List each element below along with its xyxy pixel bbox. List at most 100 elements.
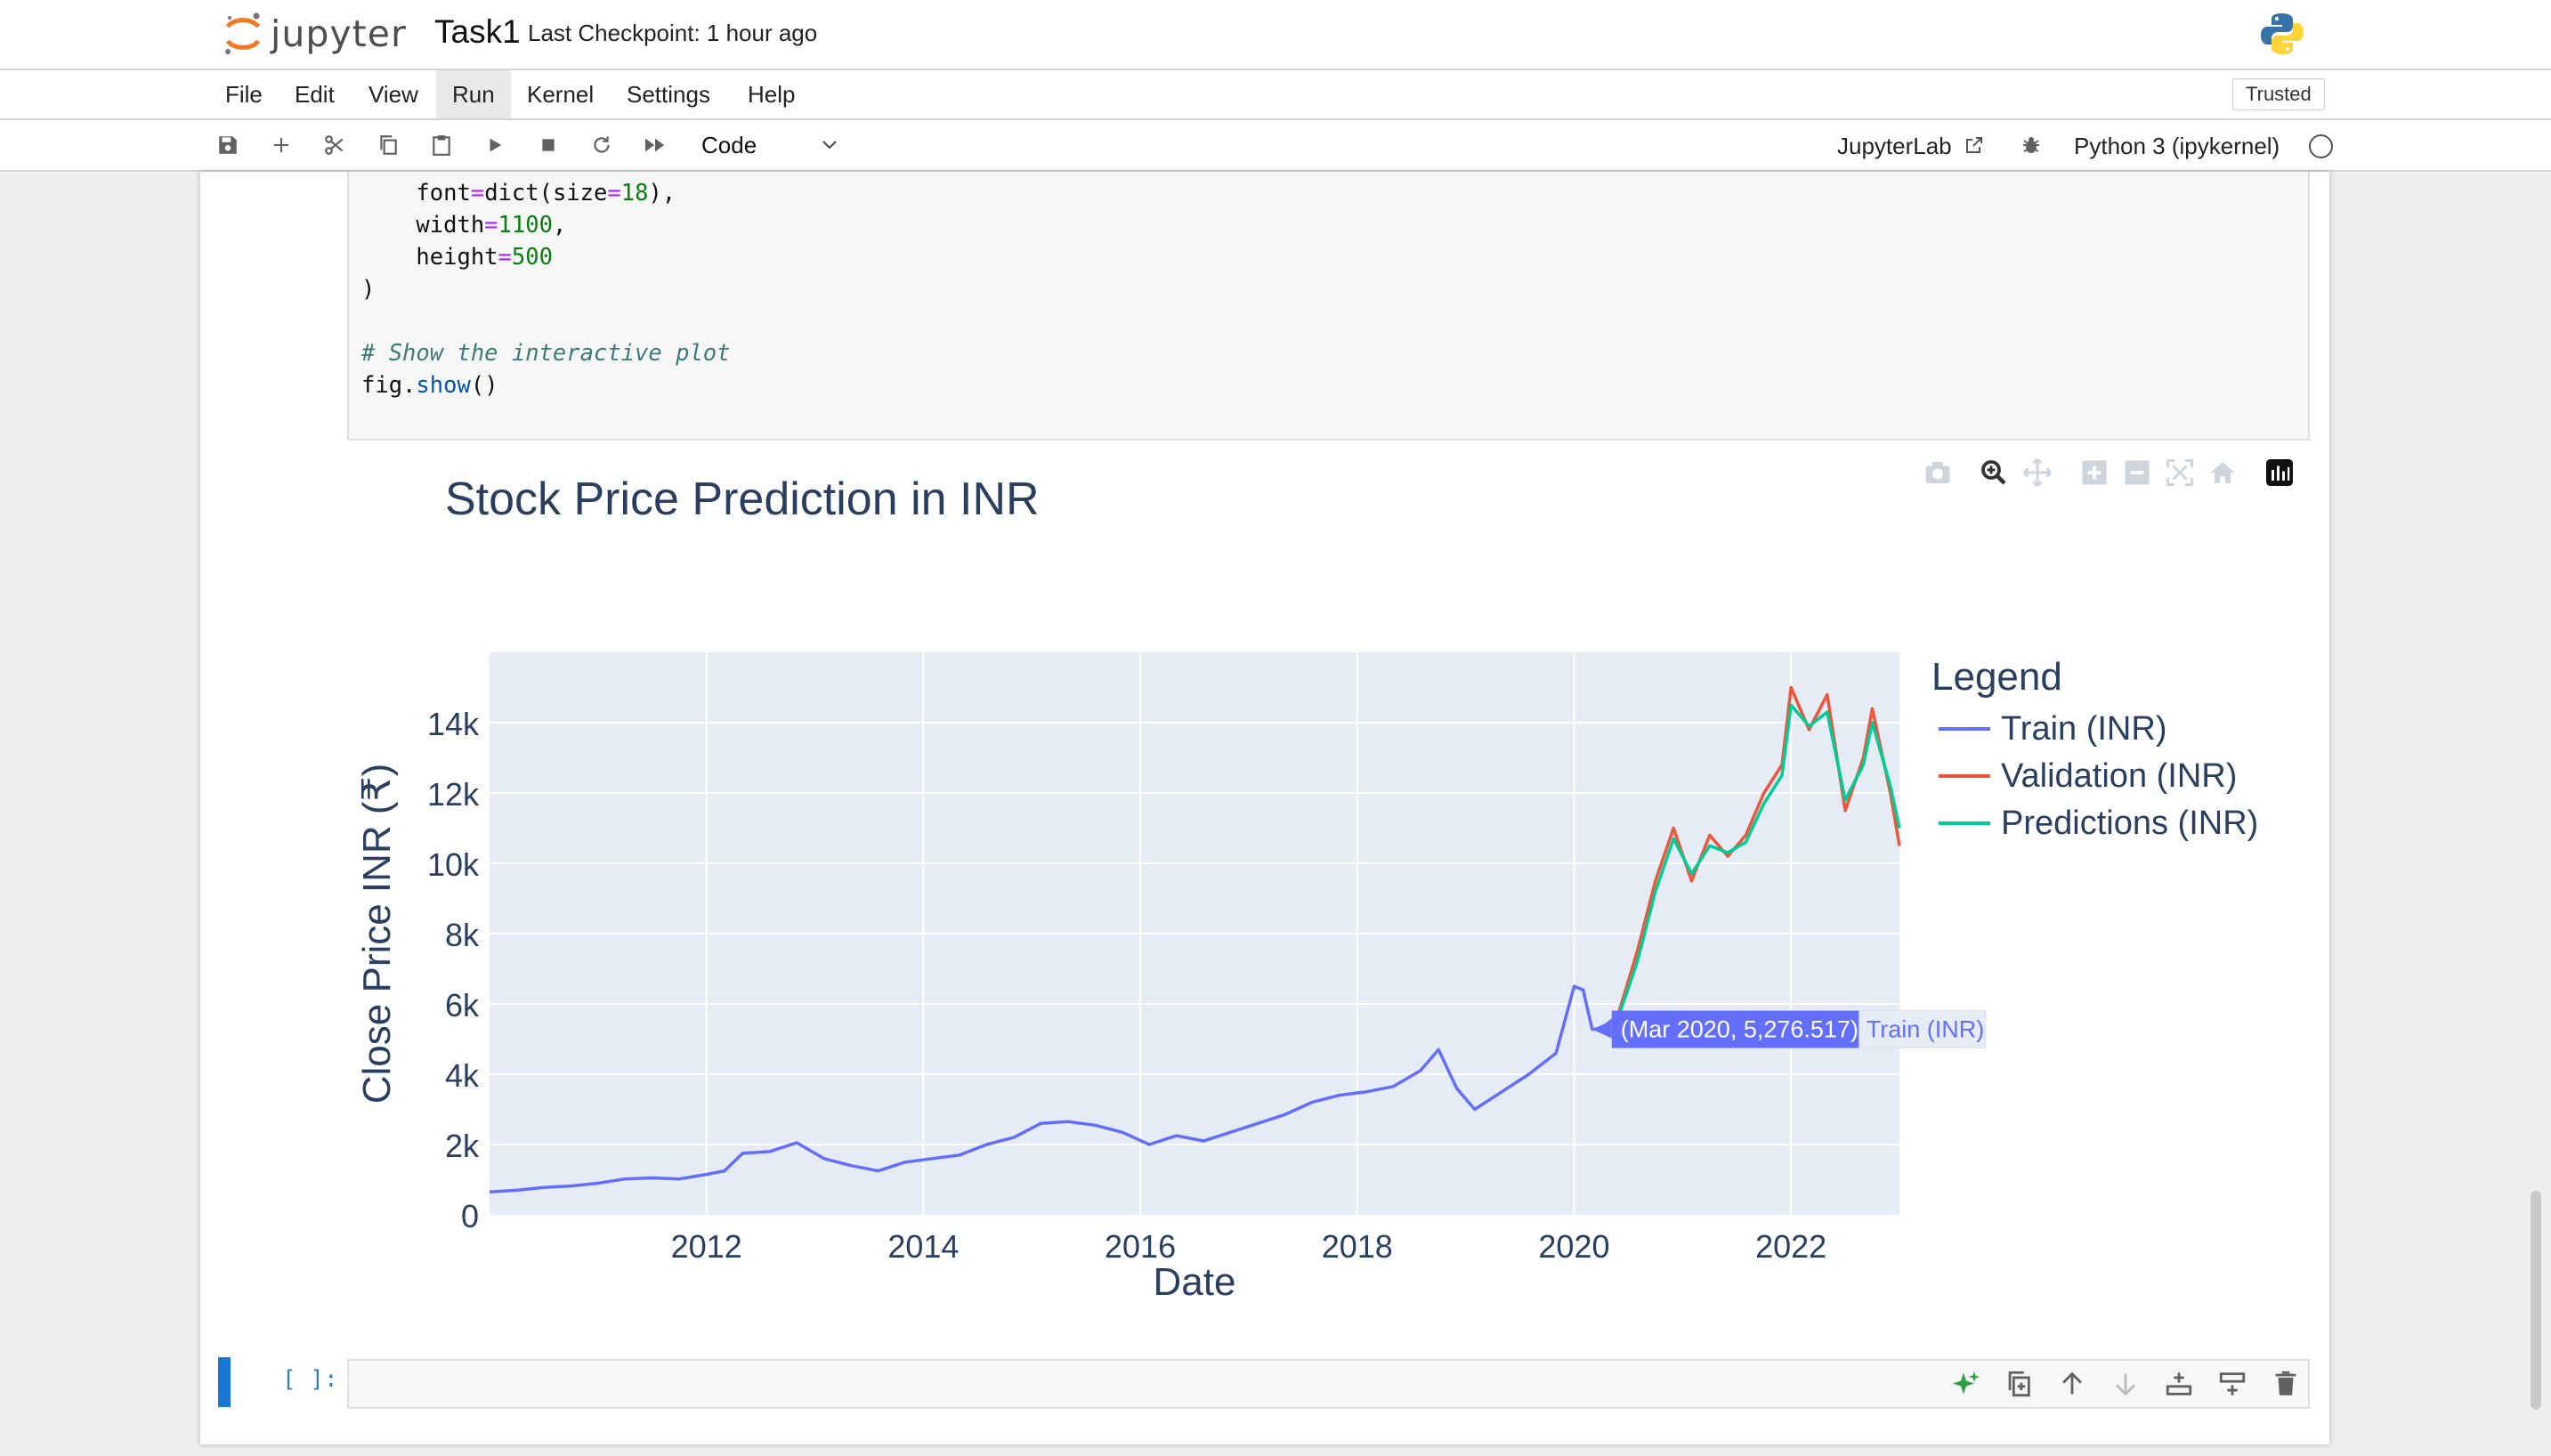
run-button[interactable] [479,129,511,161]
hover-label: (Mar 2020, 5,276.517) Train (INR) [1591,1010,1987,1049]
legend-label[interactable]: Validation (INR) [2001,757,2237,795]
code-editor[interactable]: font=dict(size=18), width=1100, height=5… [349,172,2308,401]
autoscale-icon[interactable] [2164,457,2196,493]
y-tick-label: 12k [427,776,480,813]
restart-button[interactable] [586,129,618,161]
jupyterlab-label: JupyterLab [1837,133,1952,159]
arrow-up-icon [2062,1371,2082,1395]
save-icon [219,136,237,154]
code-line: font=dict(size=18), [361,180,676,206]
hover-series-name: Train (INR) [1867,1016,1985,1043]
fast-forward-icon [645,138,665,152]
menu-file[interactable]: File [225,81,263,108]
series-line-0[interactable] [489,984,1621,1194]
series-line-1[interactable] [1617,685,1901,1012]
notebook-panel: font=dict(size=18), width=1100, height=5… [200,172,2329,1444]
insert-below-button[interactable] [2217,1369,2247,1403]
code-line: height=500 [361,244,553,271]
arrow-down-icon [2116,1373,2135,1396]
chart-title: Stock Price Prediction in INR [445,473,1040,525]
move-up-button[interactable] [2057,1369,2087,1403]
duplicate-cell-button[interactable] [2004,1369,2034,1403]
x-tick-label: 2012 [671,1228,742,1265]
zoom-out-icon[interactable] [2121,457,2153,493]
x-axis-ticks: 2012 2014 2016 2018 2020 2022 [671,1228,1827,1265]
legend-title: Legend [1931,655,2062,699]
y-tick-label: 8k [445,917,480,953]
legend-label[interactable]: Predictions (INR) [2001,805,2258,842]
insert-above-button[interactable] [2164,1369,2194,1403]
trash-icon [2275,1371,2296,1395]
cell-prompt: [ ]: [282,1366,338,1393]
scrollbar[interactable] [2531,1191,2541,1410]
y-tick-label: 14k [427,706,480,742]
menu-bar: File Edit View Run Kernel Settings Help … [0,70,2551,120]
x-tick-label: 2020 [1538,1228,1609,1265]
add-cell-button[interactable] [265,129,297,161]
jupyter-logo[interactable]: jupyter [223,11,407,57]
x-tick-label: 2014 [887,1228,959,1265]
copy-button[interactable] [372,129,404,161]
bug-icon [2023,137,2039,153]
stop-icon [542,139,555,151]
notebook-title[interactable]: Task1 [434,13,521,50]
menu-kernel[interactable]: Kernel [527,81,595,108]
menu-run[interactable]: Run [436,70,511,118]
legend-items[interactable]: Train (INR) Validation (INR) Predictions (… [1939,710,2258,842]
menu-edit[interactable]: Edit [295,81,335,108]
hover-series-box [1859,1010,1987,1049]
hover-box [1611,1010,1859,1048]
open-jupyterlab-link[interactable]: JupyterLab [1837,133,1985,160]
save-button[interactable] [212,129,244,161]
pan-icon[interactable] [2021,457,2053,493]
plotly-logo-icon[interactable] [2264,457,2296,493]
top-bar: jupyter Task1 Last Checkpoint: 1 hour ag… [0,0,2551,70]
kernel-name[interactable]: Python 3 (ipykernel) [2074,133,2280,159]
menu-settings[interactable]: Settings [627,81,710,108]
notebook-toolbar: Code JupyterLab Python 3 (ipykernel) [0,120,2551,172]
menu-view[interactable]: View [368,81,418,108]
legend-label[interactable]: Train (INR) [2001,710,2166,748]
zoom-in-icon[interactable] [2078,457,2110,493]
code-line: width=1100, [361,212,567,239]
paste-button[interactable] [425,129,458,161]
cell-type-value: Code [701,132,757,158]
y-tick-label: 10k [427,846,480,883]
external-link-icon [1965,137,1982,153]
hover-arrow [1591,1020,1612,1039]
zoom-icon[interactable] [1978,457,2010,493]
x-tick-label: 2016 [1105,1228,1176,1265]
run-icon [490,138,502,152]
paste-icon [433,135,450,156]
delete-cell-button[interactable] [2271,1369,2301,1403]
camera-icon[interactable] [1922,457,1954,493]
series-line-2[interactable] [1617,703,1901,1015]
y-axis-label: Close Price INR (₹) [355,764,399,1104]
y-axis-ticks: 0 2k 4k 6k 8k 10k 12k 14k [427,706,480,1234]
cut-button[interactable] [319,129,351,161]
code-line: fig.show() [361,372,498,399]
y-tick-label: 2k [445,1128,480,1164]
stop-button[interactable] [532,129,564,161]
sparkle-icon [1953,1371,1980,1395]
x-axis-label: Date [1154,1260,1236,1304]
debugger-button[interactable] [2015,129,2047,161]
trusted-indicator[interactable]: Trusted [2232,78,2325,110]
home-icon[interactable] [2207,457,2239,493]
restart-run-all-button[interactable] [639,129,671,161]
stock-price-chart[interactable]: Stock Price Prediction in INR 0 2k 4k 6k 8k 1… [347,457,2310,1347]
active-cell-indicator [218,1357,231,1407]
ai-assist-button[interactable] [1950,1369,1982,1405]
kernel-status-icon [2309,134,2333,158]
code-cell-input[interactable]: font=dict(size=18), width=1100, height=5… [347,172,2310,441]
empty-code-cell[interactable] [347,1359,2310,1409]
x-tick-label: 2018 [1322,1228,1393,1265]
menu-help[interactable]: Help [748,81,796,108]
logo-text: jupyter [271,12,407,55]
insert-above-icon [2166,1372,2192,1395]
cut-icon [325,135,344,155]
move-down-button[interactable] [2110,1369,2141,1403]
cell-type-select[interactable]: Code [687,127,847,163]
code-comment: # Show the interactive plot [361,340,731,367]
jupyter-logo-icon [225,12,261,54]
